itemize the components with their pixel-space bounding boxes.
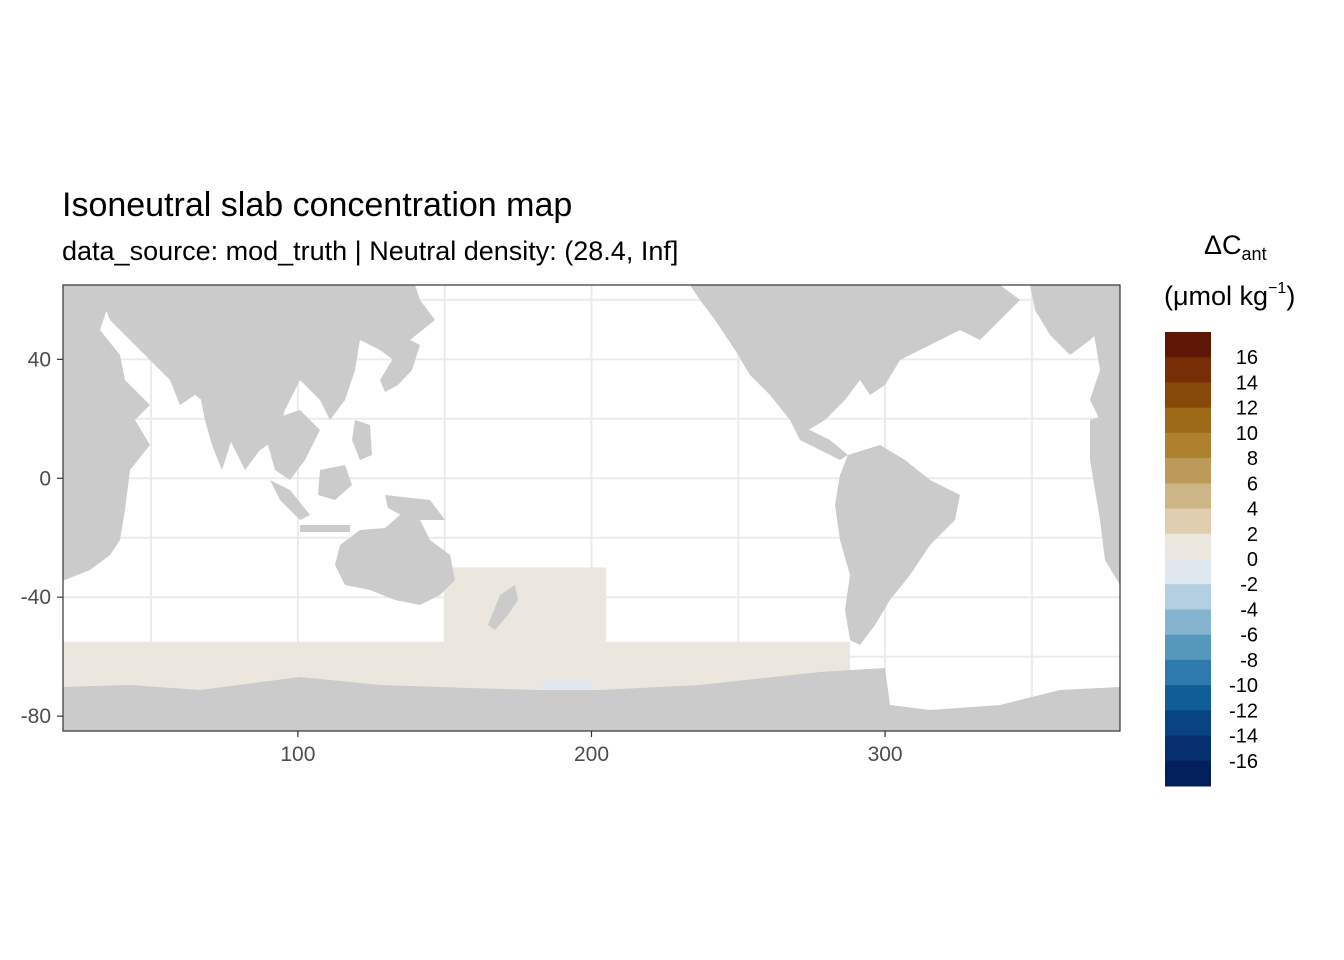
legend-label: 10	[1236, 423, 1258, 445]
legend-title: ΔCant	[1204, 230, 1267, 265]
legend-swatch	[1165, 483, 1211, 510]
region-pacific-patch	[444, 567, 607, 642]
land-india	[200, 395, 240, 470]
legend-unit: (μmol kg−1)	[1164, 280, 1295, 312]
land-indochina	[268, 410, 320, 480]
x-tick-label: 100	[280, 743, 315, 766]
legend-label: 16	[1236, 347, 1258, 369]
land-new-guinea	[385, 495, 445, 520]
legend-swatch	[1165, 432, 1211, 459]
legend-labels: 16 14 12 10 8 6 4 2 0 -2 -4 -6 -8 -10 -12 -14 -16	[1229, 347, 1258, 773]
legend-label: -16	[1229, 751, 1258, 773]
land-borneo	[318, 465, 352, 500]
land-west-africa	[1090, 410, 1120, 585]
x-tick-label: 200	[574, 743, 609, 766]
chart-title: Isoneutral slab concentration map	[62, 186, 573, 224]
legend-label: -12	[1229, 700, 1258, 722]
legend-label: 6	[1247, 473, 1258, 495]
land-africa	[63, 285, 150, 580]
legend-unit-sup: −1	[1268, 280, 1287, 297]
legend-swatch	[1165, 710, 1211, 737]
legend-label: 14	[1236, 372, 1258, 394]
legend-label: -6	[1240, 625, 1258, 647]
legend-label: 8	[1247, 448, 1258, 470]
y-tick-label: -80	[21, 705, 51, 728]
y-tick-label: 40	[28, 348, 51, 371]
land-sumatra	[270, 480, 310, 520]
legend-swatch	[1165, 382, 1211, 409]
legend-swatch	[1165, 332, 1211, 358]
x-tick-label: 300	[868, 743, 903, 766]
legend-swatch	[1165, 357, 1211, 383]
land-south-america	[835, 445, 960, 645]
legend-swatch	[1165, 659, 1211, 686]
chart-subtitle: data_source: mod_truth | Neutral density…	[62, 236, 679, 266]
legend-swatch	[1165, 584, 1211, 610]
legend-swatch	[1165, 407, 1211, 434]
legend-swatch	[1165, 458, 1211, 484]
legend-swatch	[1165, 559, 1211, 585]
y-tick-label: 0	[39, 467, 51, 490]
land-java	[300, 525, 350, 532]
legend-label: -2	[1240, 574, 1258, 596]
land-antarctica	[63, 668, 1120, 731]
legend-label: -10	[1229, 675, 1258, 697]
land-layer	[63, 285, 1120, 731]
land-north-america	[690, 285, 1020, 435]
legend-title-main: ΔC	[1204, 230, 1242, 260]
legend-title-sub: ant	[1241, 244, 1267, 264]
legend-unit-prefix: (μmol kg	[1164, 281, 1269, 311]
legend-label: 2	[1247, 524, 1258, 546]
legend-label: -14	[1229, 726, 1258, 748]
legend-label: 12	[1236, 398, 1258, 420]
legend-label: -4	[1240, 599, 1258, 621]
legend-label: -8	[1240, 650, 1258, 672]
legend-label: 4	[1247, 499, 1258, 521]
legend-label: 0	[1247, 549, 1258, 571]
land-new-zealand	[488, 585, 518, 630]
land-central-america	[790, 420, 848, 460]
legend-colorbar	[1165, 332, 1211, 787]
legend-swatch	[1165, 685, 1211, 711]
legend-swatch	[1165, 508, 1211, 535]
land-europe	[1085, 285, 1120, 420]
land-japan	[380, 340, 420, 392]
y-tick-label: -40	[21, 586, 51, 609]
x-axis: 100 200 300	[280, 731, 903, 766]
legend-unit-suffix: )	[1286, 281, 1296, 311]
land-eurasia	[96, 285, 435, 470]
legend-swatch	[1165, 533, 1211, 560]
legend-swatch	[1165, 634, 1211, 661]
legend-swatch	[1165, 760, 1211, 787]
land-philippines	[352, 420, 372, 460]
legend-swatch	[1165, 609, 1211, 636]
y-axis: 40 0 -40 -80	[21, 348, 63, 728]
land-australia	[335, 515, 455, 605]
legend-swatch	[1165, 735, 1211, 762]
